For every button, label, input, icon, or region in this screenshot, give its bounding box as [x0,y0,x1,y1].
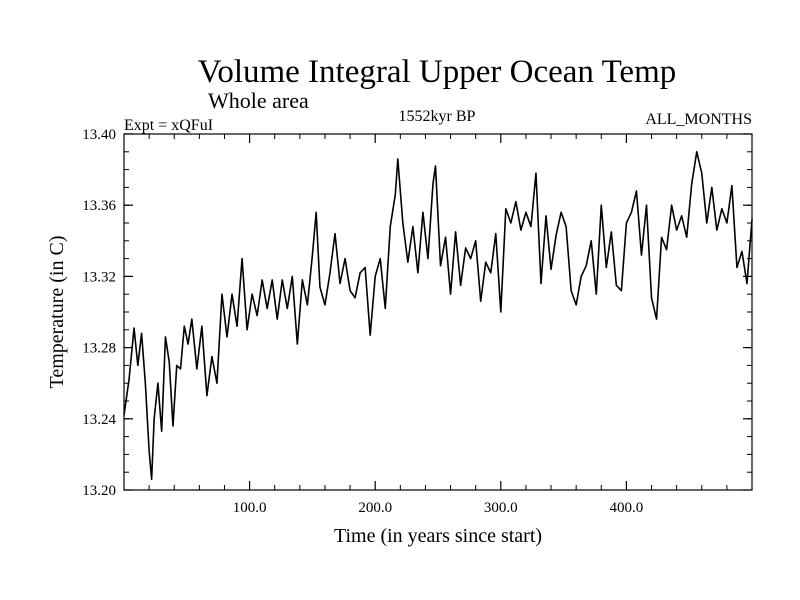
chart-title: Volume Integral Upper Ocean Temp [198,54,676,90]
y-axis-label: Temperature (in C) [46,236,68,389]
y-tick-label: 13.20 [82,483,116,499]
x-axis: 100.0 200.0 300.0 400.0 [148,134,728,516]
x-tick-label: 100.0 [233,500,267,516]
y-tick-label: 13.28 [82,341,116,357]
y-tick-label: 13.36 [82,198,116,214]
plot-frame [123,133,753,491]
y-tick-label: 13.24 [82,412,116,428]
months-label: ALL_MONTHS [645,111,752,128]
y-tick-label: 13.32 [82,269,116,285]
y-axis: 13.20 13.24 13.28 13.32 13.36 13.40 [82,127,752,499]
temperature-series-line [123,151,753,481]
x-tick-label: 300.0 [484,500,518,516]
chart-subtitle: Whole area [208,88,309,113]
time-period-label: 1552kyr BP [399,108,476,125]
x-axis-label: Time (in years since start) [334,525,542,547]
y-tick-label: 13.40 [82,127,116,143]
experiment-label: Expt = xQFuI [124,117,213,134]
x-tick-label: 400.0 [610,500,644,516]
x-tick-label: 200.0 [358,500,392,516]
